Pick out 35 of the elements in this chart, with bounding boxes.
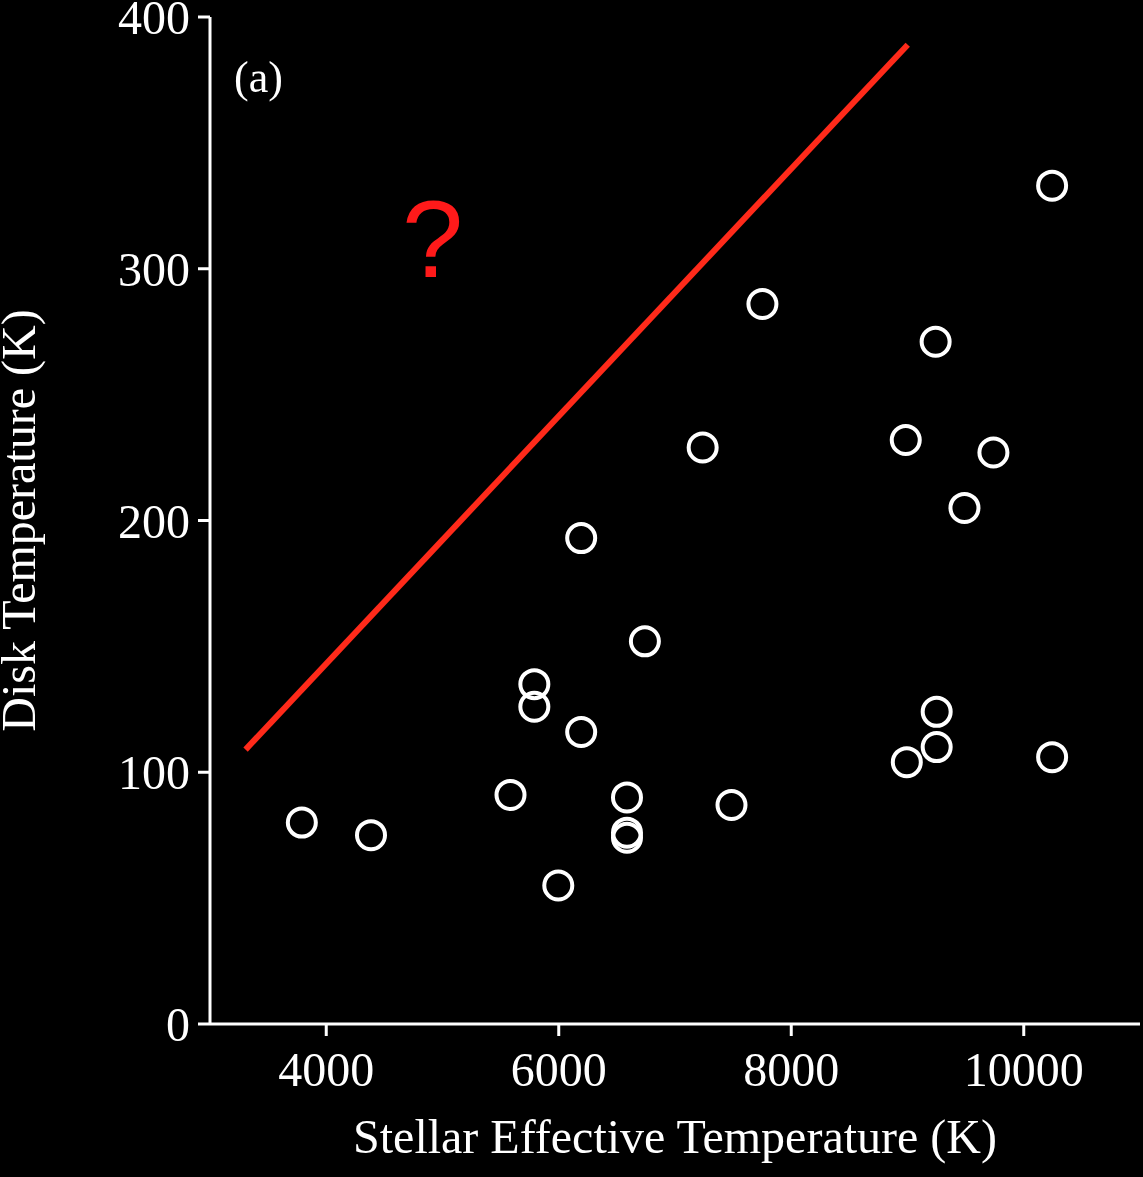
point bbox=[610, 781, 643, 814]
annotation: (a) bbox=[234, 52, 283, 103]
point bbox=[920, 695, 953, 728]
point bbox=[1036, 169, 1069, 202]
point bbox=[628, 625, 661, 658]
point bbox=[977, 436, 1010, 469]
point bbox=[746, 288, 779, 320]
point bbox=[920, 731, 953, 764]
point bbox=[542, 869, 575, 902]
y-tick-label: 100 bbox=[118, 746, 190, 800]
point bbox=[715, 788, 748, 821]
x-tick-label: 10000 bbox=[963, 1043, 1084, 1097]
y-tick-label: 400 bbox=[118, 0, 190, 45]
annotation: ? bbox=[402, 176, 464, 302]
x-tick-label: 6000 bbox=[510, 1043, 607, 1097]
point bbox=[1036, 741, 1069, 774]
point bbox=[686, 431, 719, 464]
point bbox=[948, 491, 981, 524]
y-axis-title: Disk Temperature (K) bbox=[0, 309, 47, 732]
point bbox=[518, 668, 551, 701]
point bbox=[494, 778, 527, 811]
y-tick-label: 0 bbox=[166, 998, 190, 1052]
point bbox=[890, 746, 923, 779]
x-axis-title: Stellar Effective Temperature (K) bbox=[353, 1110, 997, 1164]
point bbox=[285, 806, 318, 839]
x-tick-label: 8000 bbox=[743, 1043, 840, 1097]
y-tick-label: 300 bbox=[118, 242, 190, 296]
point bbox=[518, 690, 551, 723]
point bbox=[355, 819, 388, 852]
point bbox=[889, 423, 922, 456]
y-tick-label: 200 bbox=[118, 494, 190, 548]
x-tick-label: 4000 bbox=[278, 1043, 375, 1097]
point bbox=[565, 522, 598, 555]
point bbox=[565, 715, 598, 748]
point bbox=[919, 325, 952, 358]
